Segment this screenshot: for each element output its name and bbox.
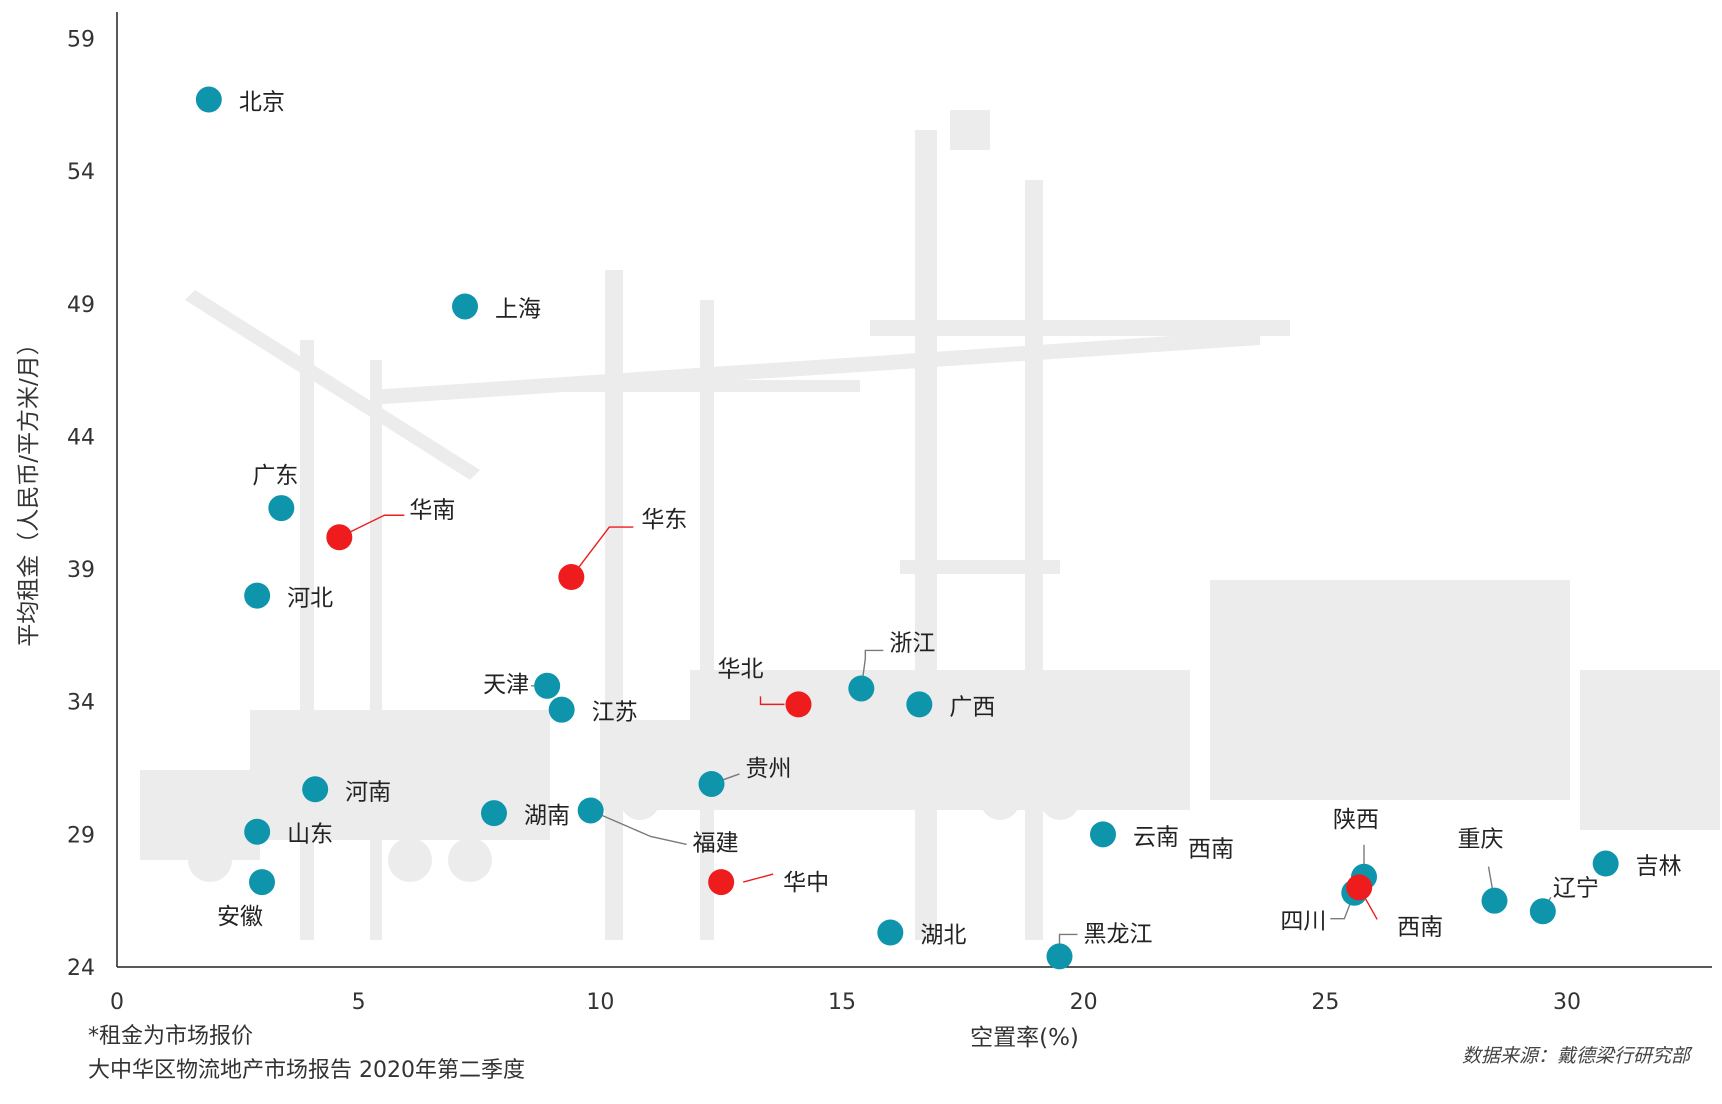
province-point — [877, 919, 904, 946]
point-label: 河南 — [345, 779, 391, 805]
leader-line — [1058, 933, 1078, 945]
x-axis-title: 空置率(%) — [970, 1025, 1079, 1051]
point-label: 广西 — [949, 694, 995, 720]
x-tick-label: 5 — [352, 990, 366, 1015]
province-point — [1046, 943, 1073, 970]
x-tick-label: 30 — [1553, 990, 1581, 1015]
point-label: 河北 — [287, 586, 333, 612]
chart-ticks: 0 5 10 15 20 25 30 24 29 34 39 44 49 54 59 — [67, 28, 1581, 1015]
province-point — [452, 293, 478, 320]
region-point — [1346, 874, 1373, 901]
province-point — [906, 691, 933, 718]
y-tick-label: 54 — [67, 160, 95, 185]
point-label: 湖南 — [524, 803, 570, 829]
province-point — [534, 672, 561, 699]
point-label: 广东 — [252, 463, 298, 489]
province-point — [1529, 898, 1556, 925]
point-label: 江苏 — [592, 700, 638, 726]
province-point — [577, 797, 604, 824]
leader-line — [590, 809, 687, 846]
province-point — [244, 818, 271, 845]
province-point — [848, 675, 875, 702]
data-source-note: 数据来源：戴德梁行研究部 — [1462, 1045, 1693, 1067]
province-point — [548, 696, 575, 723]
point-label: 湖北 — [920, 923, 966, 949]
y-tick-label: 39 — [67, 558, 95, 583]
leader-line — [339, 514, 405, 538]
point-label: 华中 — [783, 870, 829, 896]
label-leader-lines — [339, 514, 1552, 945]
point-label: 四川 — [1280, 909, 1326, 935]
point-label: 北京 — [239, 90, 285, 116]
province-point — [244, 582, 271, 609]
point-label: 华南 — [409, 497, 455, 523]
point-label: 重庆 — [1458, 827, 1504, 853]
y-axis-title: 平均租金（人民币/平方米/月） — [16, 332, 42, 647]
point-label: 安徽 — [217, 904, 263, 930]
point-label: 山东 — [287, 822, 333, 848]
footnote: 大中华区物流地产市场报告 2020年第二季度 — [88, 1058, 525, 1083]
point-label: 上海 — [495, 296, 541, 322]
region-point — [558, 564, 585, 591]
point-label: 吉林 — [1636, 854, 1682, 880]
x-tick-label: 0 — [110, 990, 124, 1015]
y-tick-label: 29 — [67, 823, 95, 848]
x-tick-label: 25 — [1311, 990, 1339, 1015]
point-label: 贵州 — [746, 756, 792, 782]
background-port-illustration — [140, 110, 1720, 940]
footnote: *租金为市场报价 — [88, 1024, 253, 1049]
province-point — [268, 495, 295, 522]
chart-axes — [116, 12, 1712, 968]
x-tick-label: 10 — [586, 990, 614, 1015]
region-point — [785, 691, 812, 718]
point-label: 华东 — [641, 507, 687, 533]
point-label: 华北 — [718, 656, 764, 682]
point-label: 陕西 — [1333, 807, 1379, 833]
point-label: 浙江 — [889, 630, 935, 656]
leader-line — [570, 526, 634, 578]
y-tick-label: 49 — [67, 293, 95, 318]
chart-annotations: 空置率(%) 平均租金（人民币/平方米/月） *租金为市场报价大中华区物流地产市场报… — [16, 332, 1693, 1083]
province-point — [249, 869, 275, 896]
y-tick-label: 34 — [67, 691, 95, 716]
point-label: 天津 — [483, 672, 529, 698]
leader-line — [759, 696, 785, 706]
region-point — [326, 524, 353, 551]
point-label: 云南 — [1133, 824, 1179, 850]
region-point — [708, 869, 735, 896]
province-point — [1592, 850, 1619, 877]
province-point — [1481, 887, 1508, 914]
y-tick-label: 44 — [67, 425, 95, 450]
y-tick-label: 24 — [67, 956, 95, 981]
leader-line — [742, 873, 774, 883]
x-tick-label: 20 — [1070, 990, 1098, 1015]
leader-line — [860, 649, 884, 689]
point-label: 福建 — [693, 830, 739, 856]
province-point — [1090, 821, 1116, 848]
point-label: 西南 — [1397, 914, 1443, 940]
point-label: 辽宁 — [1553, 875, 1599, 901]
province-point — [481, 800, 507, 827]
x-tick-label: 15 — [828, 990, 856, 1015]
point-label: 黑龙江 — [1084, 921, 1153, 947]
y-tick-label: 59 — [67, 28, 95, 53]
chart-points — [195, 86, 1619, 970]
extra-label: 西南 — [1188, 836, 1234, 862]
province-point — [698, 770, 725, 797]
province-point — [302, 776, 329, 803]
province-point — [195, 86, 222, 113]
